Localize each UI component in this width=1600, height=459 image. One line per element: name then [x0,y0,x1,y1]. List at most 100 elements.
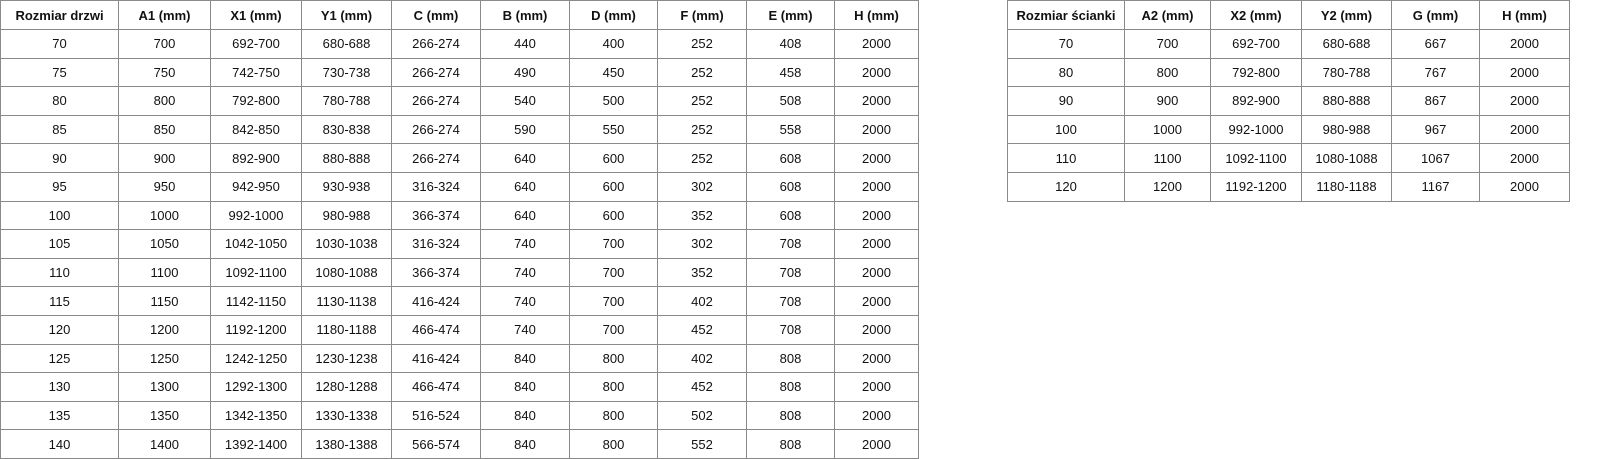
table-cell: 316-324 [391,229,481,259]
table-cell: 1342-1350 [210,400,302,431]
table-cell: 880-888 [301,143,392,173]
table-cell: 2000 [834,171,919,202]
table-cell: 1192-1200 [1210,171,1302,202]
table-cell: 466-474 [391,372,481,402]
table-cell: 967 [1391,114,1480,145]
table-cell: 2000 [834,114,919,145]
table-cell: 566-574 [391,429,481,459]
table-cell: 252 [657,143,747,173]
table-cell: 70 [1007,29,1125,59]
table-cell: 1080-1088 [301,257,392,288]
table-cell: 458 [746,57,835,88]
header-row: Rozmiar drzwi A1 (mm) X1 (mm) Y1 (mm) C (mm)… [0,0,919,30]
table-cell: 900 [1124,86,1211,116]
table-cell: 2000 [1479,143,1570,173]
table-cell: 1100 [118,257,211,288]
table-cell: 600 [569,143,658,173]
table-cell: 400 [569,29,658,59]
table-cell: 850 [118,114,211,145]
table-cell: 740 [480,286,570,316]
table-row: 135 1350 1342-1350 1330-1338 516-524 840 800 50… [0,400,919,431]
wall-dimensions-table: Rozmiar ścianki A2 (mm) X2 (mm) Y2 (mm) G (m… [1007,0,1570,202]
table-cell: 942-950 [210,171,302,202]
table-cell: 680-688 [301,29,392,59]
table-cell: 742-750 [210,57,302,88]
table-cell: 808 [746,400,835,431]
table-cell: 880-888 [1301,86,1392,116]
table-cell: 302 [657,229,747,259]
column-header: X2 (mm) [1210,0,1302,30]
table-cell: 2000 [1479,171,1570,202]
table-cell: 780-788 [1301,57,1392,88]
table-cell: 1380-1388 [301,429,392,459]
table-cell: 105 [0,229,119,259]
table-cell: 120 [1007,171,1125,202]
table-cell: 708 [746,229,835,259]
table-cell: 1200 [118,314,211,345]
column-header: A1 (mm) [118,0,211,30]
table-cell: 2000 [834,57,919,88]
table-cell: 416-424 [391,286,481,316]
table-cell: 416-424 [391,343,481,374]
table-cell: 740 [480,257,570,288]
table-cell: 1050 [118,229,211,259]
table-cell: 550 [569,114,658,145]
table-row: 110 1100 1092-1100 1080-1088 1067 2000 [1007,143,1570,173]
table-cell: 667 [1391,29,1480,59]
table-cell: 80 [1007,57,1125,88]
table-cell: 266-274 [391,143,481,173]
table-cell: 740 [480,229,570,259]
table-cell: 692-700 [1210,29,1302,59]
table-cell: 1000 [1124,114,1211,145]
table-cell: 600 [569,171,658,202]
table-cell: 508 [746,86,835,116]
table-cell: 2000 [834,286,919,316]
table-row: 100 1000 992-1000 980-988 967 2000 [1007,114,1570,145]
table-cell: 708 [746,314,835,345]
table-cell: 808 [746,343,835,374]
table-cell: 800 [569,400,658,431]
table-row: 105 1050 1042-1050 1030-1038 316-324 740 700 30… [0,229,919,259]
table-cell: 640 [480,171,570,202]
table-cell: 1000 [118,200,211,231]
table-cell: 95 [0,171,119,202]
header-row: Rozmiar ścianki A2 (mm) X2 (mm) Y2 (mm) G (m… [1007,0,1570,30]
table-cell: 466-474 [391,314,481,345]
table-cell: 490 [480,57,570,88]
column-header: G (mm) [1391,0,1480,30]
table-row: 90 900 892-900 880-888 266-274 640 600 252 608 20… [0,143,919,173]
table-cell: 516-524 [391,400,481,431]
table-cell: 100 [1007,114,1125,145]
table-cell: 1200 [1124,171,1211,202]
table-cell: 1100 [1124,143,1211,173]
table-cell: 608 [746,143,835,173]
table-cell: 85 [0,114,119,145]
table-cell: 90 [1007,86,1125,116]
table-cell: 366-374 [391,257,481,288]
table-cell: 2000 [1479,114,1570,145]
table-cell: 110 [0,257,119,288]
column-header: B (mm) [480,0,570,30]
table-cell: 1330-1338 [301,400,392,431]
table-row: 125 1250 1242-1250 1230-1238 416-424 840 800 40… [0,343,919,374]
table-cell: 266-274 [391,29,481,59]
column-header: A2 (mm) [1124,0,1211,30]
table-cell: 980-988 [301,200,392,231]
table-cell: 352 [657,200,747,231]
table-cell: 1350 [118,400,211,431]
table-cell: 2000 [834,200,919,231]
table-cell: 502 [657,400,747,431]
table-row: 80 800 792-800 780-788 266-274 540 500 252 508 20… [0,86,919,116]
table-cell: 700 [569,229,658,259]
table-row: 70 700 692-700 680-688 266-274 440 400 252 408 20… [0,29,919,59]
table-cell: 316-324 [391,171,481,202]
table-cell: 1180-1188 [1301,171,1392,202]
table-cell: 2000 [834,429,919,459]
table-cell: 1180-1188 [301,314,392,345]
table-cell: 830-838 [301,114,392,145]
table-cell: 1300 [118,372,211,402]
column-header: Rozmiar ścianki [1007,0,1125,30]
table-cell: 402 [657,343,747,374]
table-cell: 980-988 [1301,114,1392,145]
table-cell: 800 [569,343,658,374]
